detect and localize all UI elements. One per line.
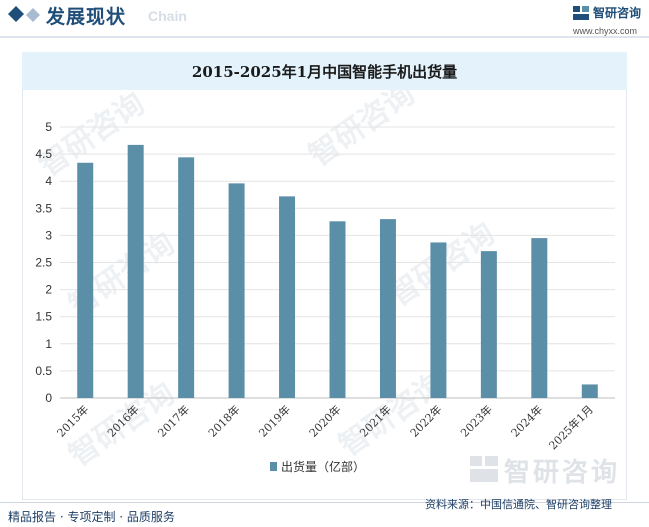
bar — [430, 242, 447, 398]
brand-name: 智研咨询 — [593, 6, 642, 20]
bar — [379, 219, 396, 398]
chart-title: 2015-2025年1月中国智能手机出货量 — [191, 63, 458, 81]
header: 发展现状 Chain 智研咨询 www.chyxx.com — [0, 0, 649, 36]
watermark-mark-icon — [470, 456, 498, 482]
y-tick-label: 1.5 — [35, 310, 52, 324]
x-tick-label: 2015年 — [54, 402, 91, 439]
y-tick-label: 4 — [45, 174, 52, 188]
bar — [480, 251, 497, 398]
bar — [228, 183, 245, 398]
bar — [279, 196, 296, 398]
page-title: 发展现状 — [46, 6, 127, 28]
bar — [531, 238, 548, 398]
y-tick-label: 0.5 — [35, 364, 52, 378]
y-tick-label: 5 — [45, 120, 52, 134]
bar — [77, 162, 94, 398]
y-tick-label: 1 — [45, 337, 52, 351]
source-note: 资料来源：中国信通院、智研咨询整理 — [425, 498, 612, 511]
bar — [178, 157, 195, 398]
bar — [127, 144, 144, 398]
header-divider — [0, 36, 649, 38]
y-tick-label: 3 — [45, 228, 52, 242]
x-tick-label: 2024年 — [508, 402, 545, 439]
brand-mark-icon — [573, 6, 589, 20]
x-tick-label: 2017年 — [155, 402, 192, 439]
y-tick-label: 2.5 — [35, 256, 52, 270]
x-tick-label: 2023年 — [458, 402, 495, 439]
x-tick-label: 2016年 — [104, 402, 141, 439]
y-tick-label: 3.5 — [35, 201, 52, 215]
brand-logo: 智研咨询 www.chyxx.com — [573, 4, 645, 36]
y-tick-label: 4.5 — [35, 147, 52, 161]
y-tick-label: 0 — [45, 391, 52, 405]
legend-swatch — [270, 462, 277, 471]
x-tick-label: 2022年 — [407, 402, 444, 439]
footer-divider — [0, 502, 649, 503]
diamond-icon — [8, 6, 24, 22]
bar — [329, 221, 346, 398]
footer-slogan: 精品报告 · 专项定制 · 品质服务 — [8, 510, 175, 524]
bar — [581, 384, 598, 398]
x-tick-label: 2025年1月 — [546, 402, 596, 452]
x-tick-label: 2018年 — [205, 402, 242, 439]
x-tick-label: 2021年 — [357, 402, 394, 439]
watermark-brand: 智研咨询 — [504, 458, 621, 488]
y-tick-label: 2 — [45, 283, 52, 297]
legend-label: 出货量（亿部） — [281, 459, 365, 474]
brand-url: www.chyxx.com — [573, 26, 638, 36]
x-tick-label: 2020年 — [306, 402, 343, 439]
diamond-small-icon — [26, 8, 40, 22]
page-subtitle: Chain — [148, 8, 187, 24]
x-tick-label: 2019年 — [256, 402, 293, 439]
chart-title-band: 2015-2025年1月中国智能手机出货量 — [22, 52, 627, 90]
